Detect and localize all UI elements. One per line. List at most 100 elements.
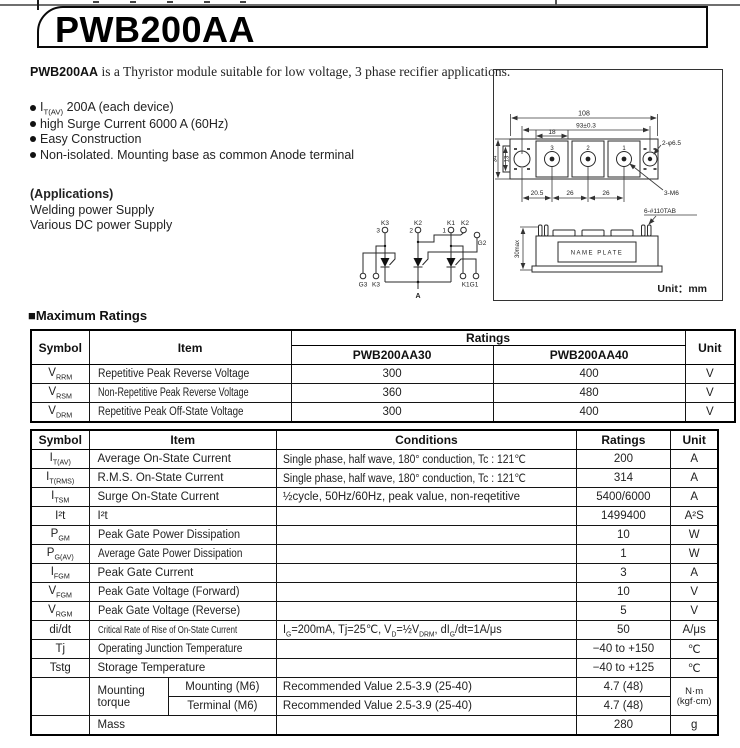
col-header-pwb200aa30: PWB200AA30 [290, 345, 494, 365]
crop-mark [130, 1, 136, 3]
table-row: IT(AV) Average On-State Current Single p… [30, 449, 719, 469]
dim-34: 34 [494, 155, 499, 162]
rating-cell: 10 [575, 582, 671, 602]
item-cell: Average Gate Power Dissipation [88, 544, 277, 564]
symbol-cell: IT(RMS) [30, 468, 90, 488]
dim-20-5: 20.5 [531, 190, 544, 197]
conditions-cell [275, 563, 577, 583]
unit-cell: N·m (kgf·cm) [669, 677, 719, 716]
conditions-cell [275, 506, 577, 526]
table-row: ITSM Surge On-State Current ½cycle, 50Hz… [30, 487, 719, 507]
table-row: VRRM Repetitive Peak Reverse Voltage 300… [30, 364, 736, 384]
conditions-cell [275, 658, 577, 678]
col-header-ratings: Ratings [575, 429, 671, 450]
item-cell: Peak Gate Power Dissipation [88, 525, 277, 545]
bullet-icon [30, 120, 36, 127]
dim-13: 13 [505, 155, 511, 162]
table-row: VFGM Peak Gate Voltage (Forward) 10 V [30, 582, 719, 602]
table-row: di/dt Critical Rate of Rise of On-State … [30, 620, 719, 640]
rating-cell: 50 [575, 620, 671, 640]
item-cell: Repetitive Peak Reverse Voltage [88, 364, 292, 384]
unit-cell: A [669, 449, 719, 469]
item-group-cell: Mounting torque [88, 677, 169, 716]
item-cell: Operating Junction Temperature [88, 639, 277, 659]
circuit-label-k3b: K3 [372, 282, 380, 289]
crop-mark [240, 1, 246, 3]
crop-mark [93, 1, 99, 3]
table-row: Tj Operating Junction Temperature −40 to… [30, 639, 719, 659]
callout-m6: 3-M6 [664, 190, 679, 197]
unit-cell: V [669, 601, 719, 621]
bullet-icon [30, 136, 36, 143]
value-cell: 300 [290, 364, 494, 384]
symbol-cell: Tj [30, 639, 90, 659]
application-item: Welding power Supply [30, 202, 155, 217]
conditions-cell [275, 544, 577, 564]
unit-cell: V [684, 364, 736, 384]
voltage-ratings-table: Symbol Item Ratings Unit PWB200AA30 PWB2… [30, 329, 737, 423]
table-row: I²t I²t 1499400 A²S [30, 506, 719, 526]
feature-text: IT(AV) 200A (each device) [40, 99, 174, 117]
circuit-label-k1g1: K1G1 [462, 282, 479, 289]
value-cell: 400 [492, 402, 686, 423]
feature-text: Non-isolated. Mounting base as common An… [40, 148, 355, 163]
symbol-cell: IT(AV) [30, 449, 90, 469]
conditions-cell: Recommended Value 2.5-3.9 (25-40) [275, 677, 577, 697]
table-row: IFGM Peak Gate Current 3 A [30, 563, 719, 583]
circuit-label-k2: K2 [414, 220, 422, 227]
col-header-pwb200aa40: PWB200AA40 [492, 345, 686, 365]
unit-cell: ℃ [669, 639, 719, 659]
rating-cell: 5 [575, 601, 671, 621]
item-cell: Peak Gate Voltage (Forward) [88, 582, 277, 602]
item-cell: Surge On-State Current [88, 487, 277, 507]
feature-item: IT(AV) 200A (each device) [30, 100, 354, 116]
table-row: Mounting torque Mounting (M6) Recommende… [30, 677, 719, 716]
rating-cell: −40 to +125 [575, 658, 671, 678]
terminal-number-2: 2 [586, 146, 590, 152]
value-cell: 400 [492, 364, 686, 384]
unit-note: Unit：mm [657, 283, 707, 295]
crop-mark [204, 1, 210, 3]
circuit-label-k2b: K2 [461, 220, 469, 227]
rating-cell: 4.7 (48) [575, 677, 671, 697]
conditions-cell: ½cycle, 50Hz/60Hz, peak value, non-reqet… [275, 487, 577, 507]
rating-cell: 3 [575, 563, 671, 583]
item-sub-cell: Mounting (M6) [167, 677, 277, 697]
circuit-label-k1: K1 [447, 220, 455, 227]
rating-cell: 1 [575, 544, 671, 564]
circuit-diagram: K3 K2 K1 K2 G2 3 2 1 G3 K3 K1G1 A [341, 202, 495, 311]
symbol-cell: Tstg [30, 658, 90, 678]
item-cell: Repetitive Peak Off-State Voltage [88, 402, 292, 423]
feature-item: Easy Construction [30, 132, 354, 148]
col-header-item: Item [88, 329, 292, 365]
symbol-cell: PGM [30, 525, 90, 545]
table-row: PGM Peak Gate Power Dissipation 10 W [30, 525, 719, 545]
unit-cell: W [669, 544, 719, 564]
terminal-number-3: 3 [550, 146, 554, 152]
dim-108: 108 [578, 111, 590, 118]
unit-cell: V [669, 582, 719, 602]
symbol-cell: VFGM [30, 582, 90, 602]
conditions-cell [275, 601, 577, 621]
symbol-cell: VRRM [30, 364, 90, 384]
intro-part-number: PWB200AA [30, 65, 99, 79]
applications-heading: (Applications) [30, 187, 114, 201]
symbol-cell: I²t [30, 506, 90, 526]
symbol-cell: PG(AV) [30, 544, 90, 564]
value-cell: 480 [492, 383, 686, 403]
col-header-unit: Unit [684, 329, 736, 365]
dim-18: 18 [548, 129, 556, 136]
value-cell: 300 [290, 402, 494, 423]
unit-cell: V [684, 383, 736, 403]
table-row: VDRM Repetitive Peak Off-State Voltage 3… [30, 402, 736, 423]
circuit-label-a: A [415, 293, 420, 300]
outline-drawing-panel: 3 2 1 108 93±0.3 18 34 13 20.5 26 26 2-φ… [493, 69, 723, 301]
symbol-cell: di/dt [30, 620, 90, 640]
rating-cell: 200 [575, 449, 671, 469]
feature-text: Easy Construction [40, 132, 142, 147]
callout-tab: 6-#110TAB [644, 208, 676, 215]
table-row: Mass 280 g [30, 715, 719, 736]
table-row: VRSM Non-Repetitive Peak Reverse Voltage… [30, 383, 736, 403]
table-row: Terminal (M6) Recommended Value 2.5-3.9 … [31, 696, 718, 716]
crop-tick [555, 0, 557, 5]
